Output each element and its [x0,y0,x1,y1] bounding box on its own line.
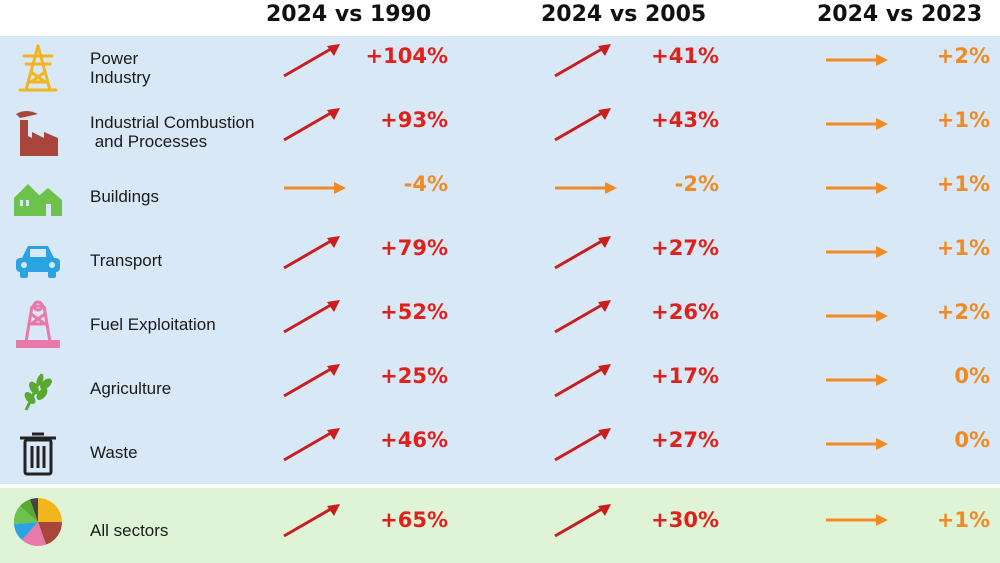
trend-arrow-up-icon [551,360,621,400]
change-vs-1990: +104% [365,44,448,68]
change-vs-2023: +1% [936,108,990,132]
trend-arrow-flat-icon [822,360,892,400]
trend-arrow-up-icon [280,104,350,144]
sector-row-power-industry: Power Industry +104% +41% +2% [0,38,1000,102]
change-vs-2023: 0% [954,364,990,388]
trend-arrow-up-icon [280,232,350,272]
change-vs-2005: +27% [651,236,719,260]
factory-icon [10,106,66,158]
header-2024-vs-2005: 2024 vs 2005 [541,2,707,27]
trend-arrow-up-icon [551,424,621,464]
trend-arrow-up-icon [551,232,621,272]
change-vs-2005: +41% [651,44,719,68]
change-vs-2023: +1% [936,172,990,196]
houses-icon [10,170,66,222]
trend-arrow-up-icon [551,296,621,336]
sector-row-fuel-exploitation: Fuel Exploitation +52% +26% +2% [0,294,1000,358]
change-vs-1990: +52% [380,300,448,324]
change-vs-1990: +46% [380,428,448,452]
sector-row-all-sectors: All sectors +65% +30% +1% [0,492,1000,556]
trend-arrow-up-icon [551,104,621,144]
trash-bin-icon [10,428,66,480]
sector-label: Fuel Exploitation [90,315,216,334]
trend-arrow-up-icon [551,500,621,540]
sector-label: Waste [90,443,138,462]
trend-arrow-up-icon [280,424,350,464]
sector-label: Power Industry [90,49,151,87]
sector-row-waste: Waste +46% +27% 0% [0,422,1000,486]
trend-arrow-flat-icon [551,168,621,208]
all-sectors-panel [0,488,1000,563]
change-vs-2023: +1% [936,236,990,260]
change-vs-2005: -2% [674,172,719,196]
trend-arrow-flat-icon [822,104,892,144]
column-headers: 2024 vs 1990 2024 vs 2005 2024 vs 2023 [0,0,1000,36]
trend-arrow-up-icon [551,40,621,80]
trend-arrow-up-icon [280,296,350,336]
change-vs-1990: +65% [380,508,448,532]
change-vs-2023: +1% [936,508,990,532]
change-vs-1990: +93% [380,108,448,132]
change-vs-2005: +43% [651,108,719,132]
wheat-icon [10,364,66,416]
pie-chart-icon [10,496,66,548]
trend-arrow-up-icon [280,360,350,400]
header-2024-vs-1990: 2024 vs 1990 [266,2,432,27]
sectors-panel [0,36,1000,484]
sector-label: All sectors [90,521,169,540]
change-vs-2023: +2% [936,300,990,324]
change-vs-2005: +17% [651,364,719,388]
header-2024-vs-2023: 2024 vs 2023 [817,2,983,27]
trend-arrow-flat-icon [822,500,892,540]
trend-arrow-flat-icon [822,232,892,272]
trend-arrow-flat-icon [822,168,892,208]
change-vs-2023: 0% [954,428,990,452]
trend-arrow-up-icon [280,500,350,540]
change-vs-1990: +79% [380,236,448,260]
sector-row-industrial-combustion: Industrial Combustion and Processes +93%… [0,102,1000,166]
change-vs-1990: -4% [403,172,448,196]
change-vs-2005: +26% [651,300,719,324]
trend-arrow-flat-icon [822,424,892,464]
sector-label: Agriculture [90,379,172,398]
sector-row-agriculture: Agriculture +25% +17% 0% [0,358,1000,422]
trend-arrow-flat-icon [280,168,350,208]
sector-label: Transport [90,251,163,270]
sector-label: Buildings [90,187,159,206]
sector-label: Industrial Combustion and Processes [90,113,255,151]
trend-arrow-flat-icon [822,296,892,336]
change-vs-2023: +2% [936,44,990,68]
change-vs-2005: +27% [651,428,719,452]
mine-shaft-icon [10,298,66,350]
sector-row-buildings: Buildings -4% -2% +1% [0,166,1000,230]
sector-row-transport: Transport +79% +27% +1% [0,230,1000,294]
trend-arrow-up-icon [280,40,350,80]
change-vs-2005: +30% [651,508,719,532]
trend-arrow-flat-icon [822,40,892,80]
change-vs-1990: +25% [380,364,448,388]
car-icon [10,234,66,286]
power-pylon-icon [10,42,66,94]
